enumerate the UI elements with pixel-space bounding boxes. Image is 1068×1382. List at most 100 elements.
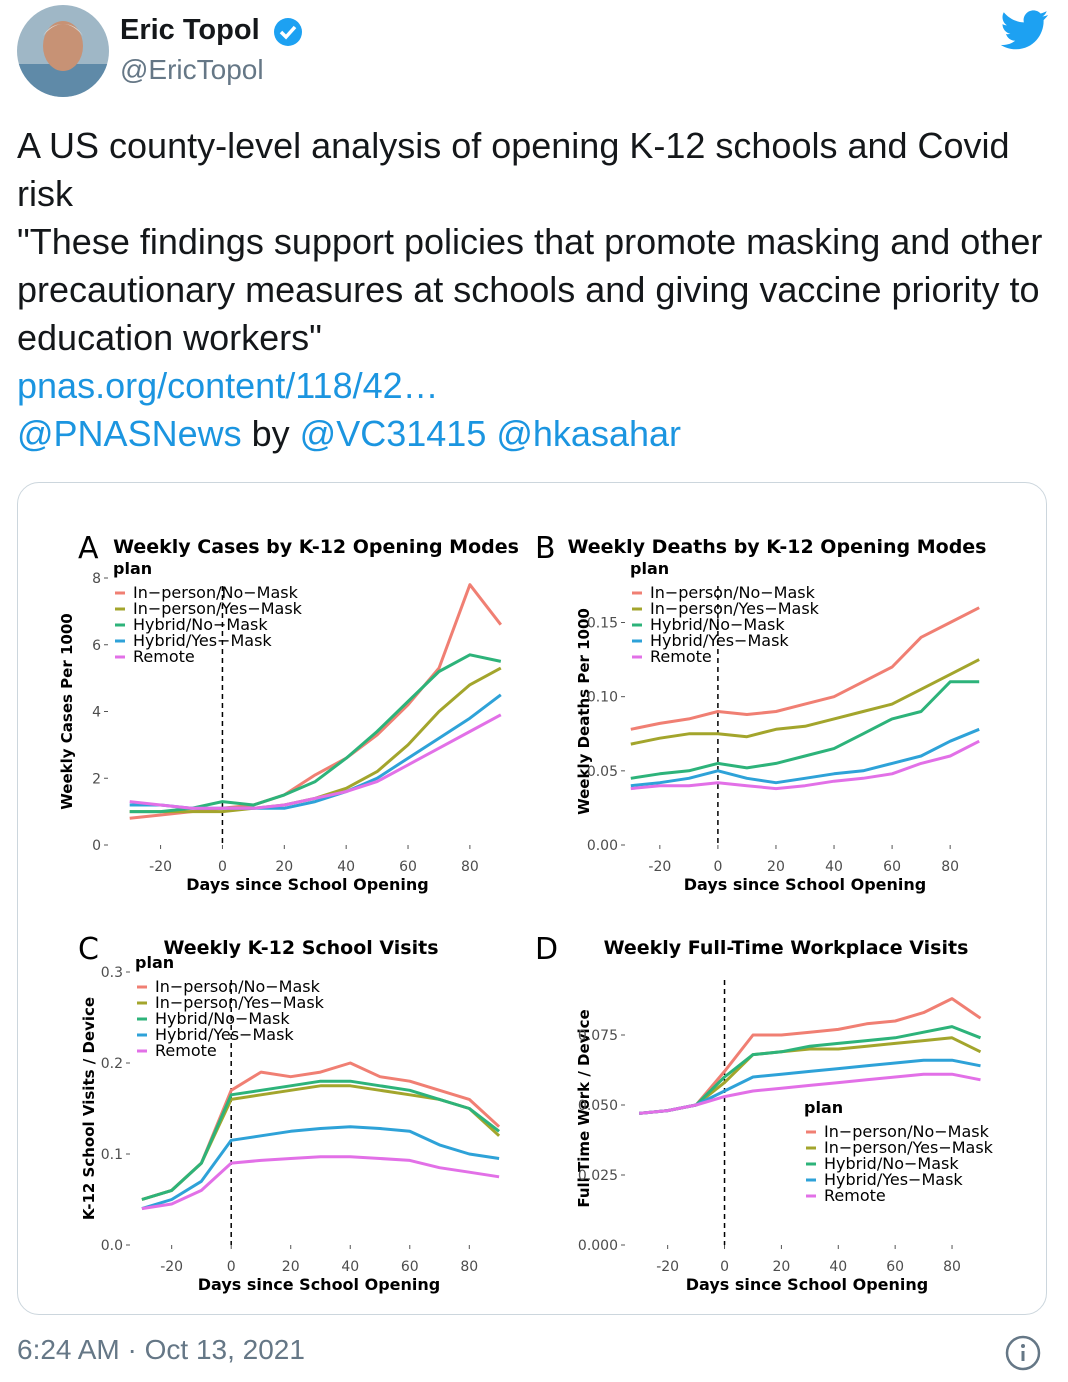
link[interactable]: pnas.org/content/118/42…	[17, 365, 439, 406]
legend-label: Hybrid/No−Mask	[824, 1154, 959, 1173]
x-tick-label: 80	[941, 859, 959, 875]
y-tick-label: 0.075	[578, 1028, 618, 1044]
chart-title: Weekly Cases by K-12 Opening Modes	[113, 536, 519, 558]
media-card[interactable]	[17, 482, 1047, 1315]
x-tick-label: -20	[648, 859, 671, 875]
y-tick-label: 0.10	[587, 690, 618, 706]
y-tick-label: 8	[92, 571, 101, 587]
legend-label: Hybrid/No−Mask	[650, 615, 785, 634]
x-tick-label: 0	[713, 859, 722, 875]
series-line	[141, 1125, 500, 1211]
x-tick-label: 0	[720, 1259, 729, 1275]
legend-label: In−person/No−Mask	[133, 583, 299, 602]
panel-letter: C	[78, 932, 99, 967]
y-tick-label: 0.1	[101, 1147, 123, 1163]
x-axis-label: Days since School Opening	[198, 1275, 440, 1294]
legend-label: Remote	[824, 1186, 886, 1205]
handle[interactable]: @EricTopol	[120, 54, 264, 85]
legend-label: Remote	[133, 647, 195, 666]
tweet-text: A US county-level analysis of opening K-…	[17, 122, 1057, 362]
mentions: @PNASNews by @VC31415 @hkasahar	[17, 410, 681, 458]
x-tick-label: 20	[275, 859, 293, 875]
y-tick-label: 0.0	[101, 1238, 123, 1254]
y-tick-label: 0.00	[587, 838, 618, 854]
series-line	[141, 1079, 501, 1201]
legend-label: In−person/Yes−Mask	[133, 599, 303, 618]
x-tick-label: 60	[886, 1259, 904, 1275]
verified-badge	[274, 18, 302, 46]
twitter-logo[interactable]	[1000, 10, 1050, 52]
legend-label: Remote	[155, 1041, 217, 1060]
x-tick-label: 60	[401, 1259, 419, 1275]
series-line	[141, 1061, 501, 1201]
avatar[interactable]	[16, 4, 110, 98]
x-tick-label: 20	[767, 859, 785, 875]
chart-title: Weekly Deaths by K-12 Opening Modes	[567, 536, 986, 558]
info-icon[interactable]	[1004, 1334, 1042, 1372]
timestamp[interactable]: 6:24 AM · Oct 13, 2021	[17, 1334, 305, 1365]
y-tick-label: 0.05	[587, 764, 618, 780]
legend-title: plan	[804, 1098, 843, 1117]
series-line	[630, 606, 980, 731]
legend-label: Hybrid/No−Mask	[155, 1009, 290, 1028]
x-tick-label: 20	[282, 1259, 300, 1275]
legend-title: plan	[135, 953, 174, 972]
series-line	[630, 727, 980, 788]
legend-label: Hybrid/Yes−Mask	[133, 631, 272, 650]
x-tick-label: 60	[399, 859, 417, 875]
x-tick-label: 40	[341, 1259, 359, 1275]
legend-title: plan	[113, 559, 152, 578]
x-tick-label: 40	[829, 1259, 847, 1275]
y-tick-label: 2	[92, 771, 101, 787]
x-tick-label: 0	[218, 859, 227, 875]
y-tick-label: 0	[92, 838, 101, 854]
series-line	[129, 693, 502, 810]
x-tick-label: -20	[656, 1259, 679, 1275]
y-tick-label: 0.15	[587, 616, 618, 632]
x-tick-label: 60	[883, 859, 901, 875]
tweet-paragraph: "These findings support policies that pr…	[17, 221, 1043, 358]
x-tick-label: 40	[337, 859, 355, 875]
x-tick-label: -20	[149, 859, 172, 875]
y-axis-label: Weekly Deaths Per 1000	[575, 608, 593, 815]
panel-letter: A	[78, 531, 99, 566]
y-axis-label: Full Time Work / Device	[575, 1009, 593, 1207]
panel-letter: B	[535, 531, 556, 566]
legend-label: In−person/Yes−Mask	[155, 993, 325, 1012]
panel-letter: D	[535, 932, 558, 967]
mention[interactable]: @VC31415	[299, 413, 487, 454]
display-name[interactable]: Eric Topol	[120, 14, 260, 46]
x-tick-label: -20	[160, 1259, 183, 1275]
series-line	[630, 680, 980, 780]
legend-label: Remote	[650, 647, 712, 666]
legend-label: Hybrid/Yes−Mask	[155, 1025, 294, 1044]
x-tick-label: 20	[772, 1259, 790, 1275]
mention[interactable]: @PNASNews	[17, 413, 242, 454]
y-tick-label: 0.000	[578, 1238, 618, 1254]
y-axis-label: K-12 School Visits / Device	[80, 997, 98, 1220]
charts: A Weekly Cases by K-12 Opening Modes Days …	[58, 531, 994, 1294]
x-tick-label: 40	[825, 859, 843, 875]
series-line	[129, 666, 502, 814]
y-tick-label: 0.025	[578, 1168, 618, 1184]
tweet-paragraph: A US county-level analysis of opening K-…	[17, 125, 1010, 214]
x-tick-label: 80	[461, 859, 479, 875]
x-tick-label: 80	[943, 1259, 961, 1275]
legend-label: In−person/Yes−Mask	[824, 1138, 994, 1157]
legend-label: In−person/No−Mask	[650, 583, 816, 602]
series-line	[639, 1072, 981, 1115]
series-line	[639, 997, 982, 1115]
mention[interactable]: @hkasahar	[496, 413, 681, 454]
legend-label: In−person/Yes−Mask	[650, 599, 820, 618]
y-tick-label: 0.2	[101, 1056, 123, 1072]
series-line	[129, 713, 502, 810]
legend-label: In−person/No−Mask	[824, 1122, 990, 1141]
series-line	[630, 739, 980, 791]
series-line	[141, 1155, 500, 1211]
legend-label: In−person/No−Mask	[155, 977, 321, 996]
y-axis-label: Weekly Cases Per 1000	[58, 613, 76, 809]
by-text: by	[251, 413, 290, 454]
x-axis-label: Days since School Opening	[684, 875, 926, 894]
y-tick-label: 0.3	[101, 965, 123, 981]
